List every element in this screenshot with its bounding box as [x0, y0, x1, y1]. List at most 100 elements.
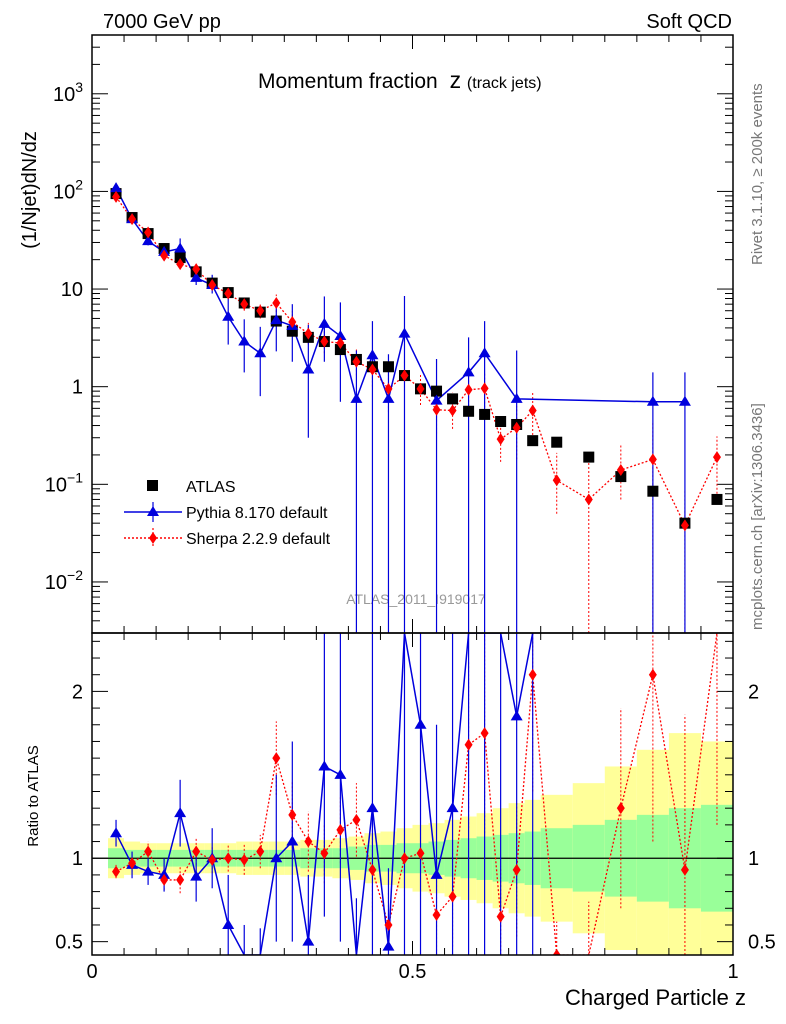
- sherpa-ratio-point: [384, 918, 393, 931]
- pythia-point: [142, 235, 155, 246]
- pythia-ratio-point: [334, 768, 347, 779]
- sherpa-point: [416, 382, 425, 395]
- ratio-tick-label-right: 2: [748, 681, 759, 703]
- sherpa-ratio-point: [400, 852, 409, 865]
- main-panel-series: [110, 182, 723, 633]
- sherpa-ratio-point: [144, 845, 153, 858]
- sherpa-point: [400, 369, 409, 382]
- atlas-point: [479, 408, 491, 420]
- pythia-ratio-point: [414, 718, 427, 729]
- sherpa-point: [240, 298, 249, 311]
- sherpa-point: [528, 404, 537, 417]
- sherpa-point: [464, 383, 473, 396]
- sherpa-point: [552, 474, 561, 487]
- pythia-line: [115, 187, 685, 403]
- legend-label-pythia: Pythia 8.170 default: [186, 505, 328, 522]
- sherpa-point: [176, 258, 185, 271]
- atlas-point: [431, 385, 443, 397]
- pythia-point: [430, 394, 443, 405]
- rivet-version-label: Rivet 3.1.10, ≥ 200k events: [749, 83, 766, 265]
- pythia-ratio-point: [382, 940, 395, 951]
- sherpa-ratio-point: [448, 890, 457, 903]
- sherpa-point: [224, 287, 233, 300]
- atlas-point: [711, 493, 723, 505]
- atlas-point: [447, 393, 459, 405]
- sherpa-point: [208, 279, 217, 292]
- y-tick-label: 102: [53, 176, 83, 203]
- sherpa-point: [160, 249, 169, 262]
- sherpa-ratio-point: [464, 738, 473, 751]
- pythia-point: [350, 392, 363, 403]
- pythia-point: [398, 327, 411, 338]
- x-tick-label: 0.5: [399, 961, 427, 983]
- sherpa-point: [648, 453, 657, 466]
- pythia-point: [646, 395, 659, 406]
- pythia-point: [318, 317, 331, 328]
- sherpa-ratio-point: [496, 910, 505, 923]
- sherpa-ratio-point: [432, 908, 441, 921]
- sherpa-ratio-point: [320, 847, 329, 860]
- pythia-point: [462, 366, 475, 377]
- sherpa-ratio-point: [512, 863, 521, 876]
- pythia-ratio-point: [302, 935, 315, 946]
- sherpa-ratio-point: [648, 668, 657, 681]
- atlas-point: [463, 405, 475, 417]
- sherpa-point: [432, 403, 441, 416]
- pythia-ratio-point: [222, 918, 235, 929]
- sherpa-point: [512, 421, 521, 434]
- sherpa-ratio-point: [176, 873, 185, 886]
- pythia-point: [382, 392, 395, 403]
- sherpa-ratio-point: [192, 845, 201, 858]
- pythia-ratio-point: [366, 802, 379, 813]
- ratio-y-axis-label: Ratio to ATLAS: [25, 745, 42, 846]
- legend-marker-sherpa: [149, 532, 157, 544]
- ratio-panel-series: [110, 633, 718, 955]
- legend-label-atlas: ATLAS: [186, 479, 236, 496]
- pythia-point: [366, 349, 379, 360]
- legend-marker-atlas: [147, 480, 158, 491]
- sherpa-point: [368, 363, 377, 376]
- sherpa-ratio-point: [160, 873, 169, 886]
- pythia-point: [174, 242, 187, 253]
- ratio-series-clipped: [110, 633, 718, 955]
- sherpa-ratio-point: [528, 668, 537, 681]
- x-tick-label: 1: [727, 961, 738, 983]
- pythia-point: [478, 347, 491, 358]
- atlas-point: [647, 485, 659, 497]
- header-process-label: Soft QCD: [646, 11, 732, 33]
- sherpa-point: [336, 337, 345, 350]
- sherpa-ratio-point: [352, 813, 361, 826]
- atlas-point: [615, 471, 627, 483]
- sherpa-point: [496, 433, 505, 446]
- atlas-point: [334, 344, 346, 356]
- pythia-ratio-point: [286, 835, 299, 846]
- pythia-ratio-point: [318, 760, 331, 771]
- ratio-tick-label-right: 1: [748, 848, 759, 870]
- pythia-point: [238, 335, 251, 346]
- sherpa-ratio-point: [128, 857, 137, 870]
- pythia-point: [190, 271, 203, 282]
- sherpa-line: [115, 196, 718, 527]
- pythia-ratio-point: [110, 827, 123, 838]
- sherpa-ratio-point: [416, 847, 425, 860]
- x-axis-label: Charged Particle z: [565, 985, 746, 1010]
- pythia-point: [302, 363, 315, 374]
- pythia-point: [510, 392, 523, 403]
- svg-text:Momentum fraction z: Momentum fraction z (track jets): [258, 67, 542, 93]
- sherpa-ratio-point: [336, 823, 345, 836]
- plot-title-symbol: z: [450, 67, 462, 93]
- legend-marker-pythia: [147, 506, 159, 516]
- plot-title-subscript: (track jets): [467, 75, 542, 92]
- pythia-ratio-point: [510, 710, 523, 721]
- y-tick-label: 10: [61, 279, 83, 301]
- pythia-ratio-point: [446, 802, 459, 813]
- ratio-tick-label: 2: [72, 681, 83, 703]
- sherpa-ratio-point: [616, 802, 625, 815]
- plot-title: Momentum fraction z (track jets): [258, 67, 542, 93]
- y-tick-label: 10−2: [45, 567, 83, 594]
- legend-label-sherpa: Sherpa 2.2.9 default: [186, 531, 331, 548]
- sherpa-ratio-point: [552, 949, 561, 955]
- y-axis-label: (1/Njet)dN/dz: [19, 131, 41, 249]
